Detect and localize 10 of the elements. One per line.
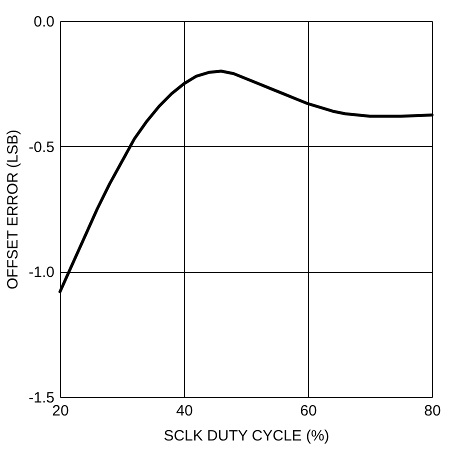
x-axis-title: SCLK DUTY CYCLE (%) (164, 428, 330, 444)
y-tick-label: -1.5 (28, 390, 54, 406)
x-tick-label: 20 (52, 402, 69, 420)
y-tick-label: -1.0 (28, 264, 54, 282)
y-tick-label: -0.5 (28, 138, 54, 156)
x-tick-label: 40 (176, 402, 193, 420)
y-axis-title: OFFSET ERROR (LSB) (4, 130, 22, 290)
x-tick-label: 60 (300, 402, 317, 420)
y-tick-label: 0.0 (34, 14, 54, 30)
x-tick-label: 80 (424, 402, 441, 420)
